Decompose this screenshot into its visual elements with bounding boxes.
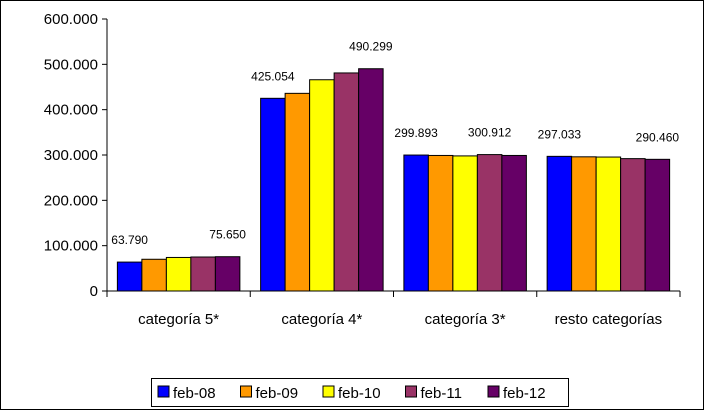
data-label: 290.460	[636, 130, 680, 144]
bar	[595, 156, 622, 292]
bar	[190, 256, 216, 292]
bar	[333, 72, 360, 292]
legend-label: feb-12	[503, 385, 546, 402]
x-tick-label: categoría 3*	[425, 311, 506, 328]
bar	[116, 261, 143, 292]
bar	[427, 154, 454, 292]
bar	[501, 154, 527, 292]
legend-swatch	[157, 385, 170, 398]
x-tick-label: categoría 4*	[281, 311, 362, 328]
bar	[165, 256, 192, 292]
bar	[452, 155, 478, 292]
x-tick-label: resto categorías	[555, 311, 663, 328]
bar	[476, 154, 503, 292]
y-tick-label: 500.000	[44, 56, 98, 73]
legend-swatch	[240, 385, 252, 398]
bar	[260, 97, 286, 292]
x-axis: categoría 5* categoría 4* categoría 3* rest…	[106, 290, 681, 328]
y-tick-label: 300.000	[44, 147, 98, 164]
bar	[309, 79, 335, 292]
bar	[571, 156, 597, 292]
bar	[214, 256, 241, 292]
data-label: 297.033	[538, 127, 582, 141]
bar	[620, 158, 646, 292]
y-tick-label: 600.000	[44, 11, 98, 28]
legend: feb-08 feb-09 feb-10 feb-11 feb-12	[151, 378, 569, 407]
legend-label: feb-09	[256, 385, 299, 402]
y-tick-label: 400.000	[44, 102, 98, 119]
x-tick-label: categoría 5*	[138, 311, 219, 328]
data-labels: 63.790 75.650 425.054 490.299 299.893 300.912…	[111, 40, 679, 247]
data-label: 299.893	[394, 126, 438, 140]
legend-label: feb-08	[173, 385, 216, 402]
legend-label: feb-11	[421, 385, 462, 402]
data-label: 425.054	[251, 69, 295, 83]
bar	[403, 154, 429, 292]
bar	[546, 155, 573, 292]
y-tick-label: 200.000	[44, 192, 98, 209]
data-label: 63.790	[111, 233, 148, 247]
bar	[644, 158, 671, 292]
data-label: 75.650	[209, 228, 246, 242]
legend-label: feb-10	[338, 385, 381, 402]
bar	[358, 68, 384, 292]
plot-area	[116, 68, 671, 292]
bar	[141, 258, 167, 292]
data-label: 300.912	[468, 126, 512, 140]
y-tick-label: 100.000	[44, 238, 98, 255]
bar	[284, 92, 311, 292]
y-axis: 0 100.000 200.000 300.000 400.000 500.000 600.…	[44, 11, 108, 300]
data-label: 490.299	[349, 40, 393, 54]
legend-swatch	[322, 385, 335, 398]
legend-swatch	[405, 385, 417, 398]
y-tick-label: 0	[90, 283, 98, 300]
legend-swatch	[487, 385, 500, 398]
